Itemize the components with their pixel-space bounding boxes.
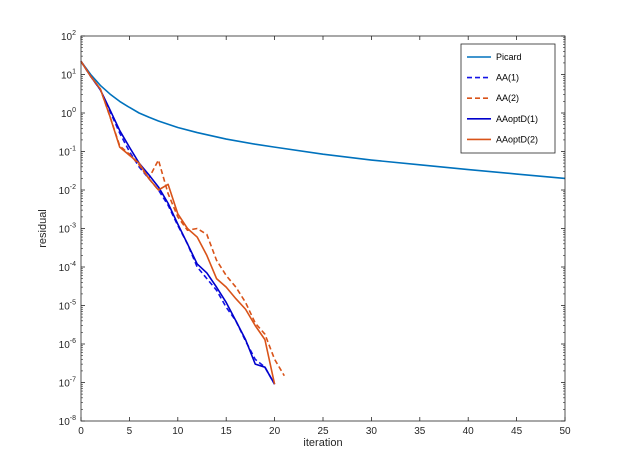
x-tick-label: 5 xyxy=(127,426,133,437)
legend-entry: AAoptD(2) xyxy=(496,134,538,144)
y-tick-label: 10-7 xyxy=(59,377,76,390)
y-tick-label: 10-5 xyxy=(59,300,76,313)
y-tick-label: 100 xyxy=(61,107,76,120)
y-tick-label: 10-8 xyxy=(59,415,76,428)
y-axis-label: residual xyxy=(37,209,49,248)
y-tick-label: 10-3 xyxy=(59,223,76,236)
x-tick-label: 35 xyxy=(414,426,426,437)
series-line-aaoptd-2 xyxy=(80,60,276,385)
series-line-picard xyxy=(80,60,566,180)
x-tick-label: 45 xyxy=(511,426,523,437)
y-tick-label: 10-1 xyxy=(59,146,76,159)
x-tick-label: 20 xyxy=(269,426,281,437)
x-tick-label: 50 xyxy=(559,426,571,437)
x-tick-label: 30 xyxy=(366,426,378,437)
y-tick-label: 101 xyxy=(61,69,76,82)
x-axis: 0 5 10 15 20 25 30 35 40 45 50 xyxy=(78,36,571,437)
legend-entry: AAoptD(1) xyxy=(496,114,538,124)
legend-entry: Picard xyxy=(496,52,522,62)
y-tick-label: 102 xyxy=(61,30,76,43)
y-tick-label: 10-4 xyxy=(59,261,76,274)
plot-frame xyxy=(80,35,566,422)
x-tick-label: 15 xyxy=(221,426,233,437)
x-tick-label: 40 xyxy=(463,426,475,437)
series-layer xyxy=(80,60,566,385)
x-tick-label: 10 xyxy=(172,426,184,437)
y-tick-label: 10-2 xyxy=(59,184,76,197)
legend-entry: AA(2) xyxy=(496,93,519,103)
legend-entry: AA(1) xyxy=(496,73,519,83)
x-tick-label: 25 xyxy=(317,426,329,437)
y-axis: 10-8 10-7 10-6 10-5 10-4 10-3 10-2 10-1 100 101 10… xyxy=(59,30,565,428)
x-axis-label: iteration xyxy=(303,437,342,449)
x-tick-label: 0 xyxy=(78,426,84,437)
y-tick-label: 10-6 xyxy=(59,338,76,351)
series-line-aa-2 xyxy=(80,60,285,377)
legend: Picard AA(1) AA(2) AAoptD(1) AAoptD(2) xyxy=(460,43,556,154)
series-line-aaoptd-1 xyxy=(80,60,276,385)
